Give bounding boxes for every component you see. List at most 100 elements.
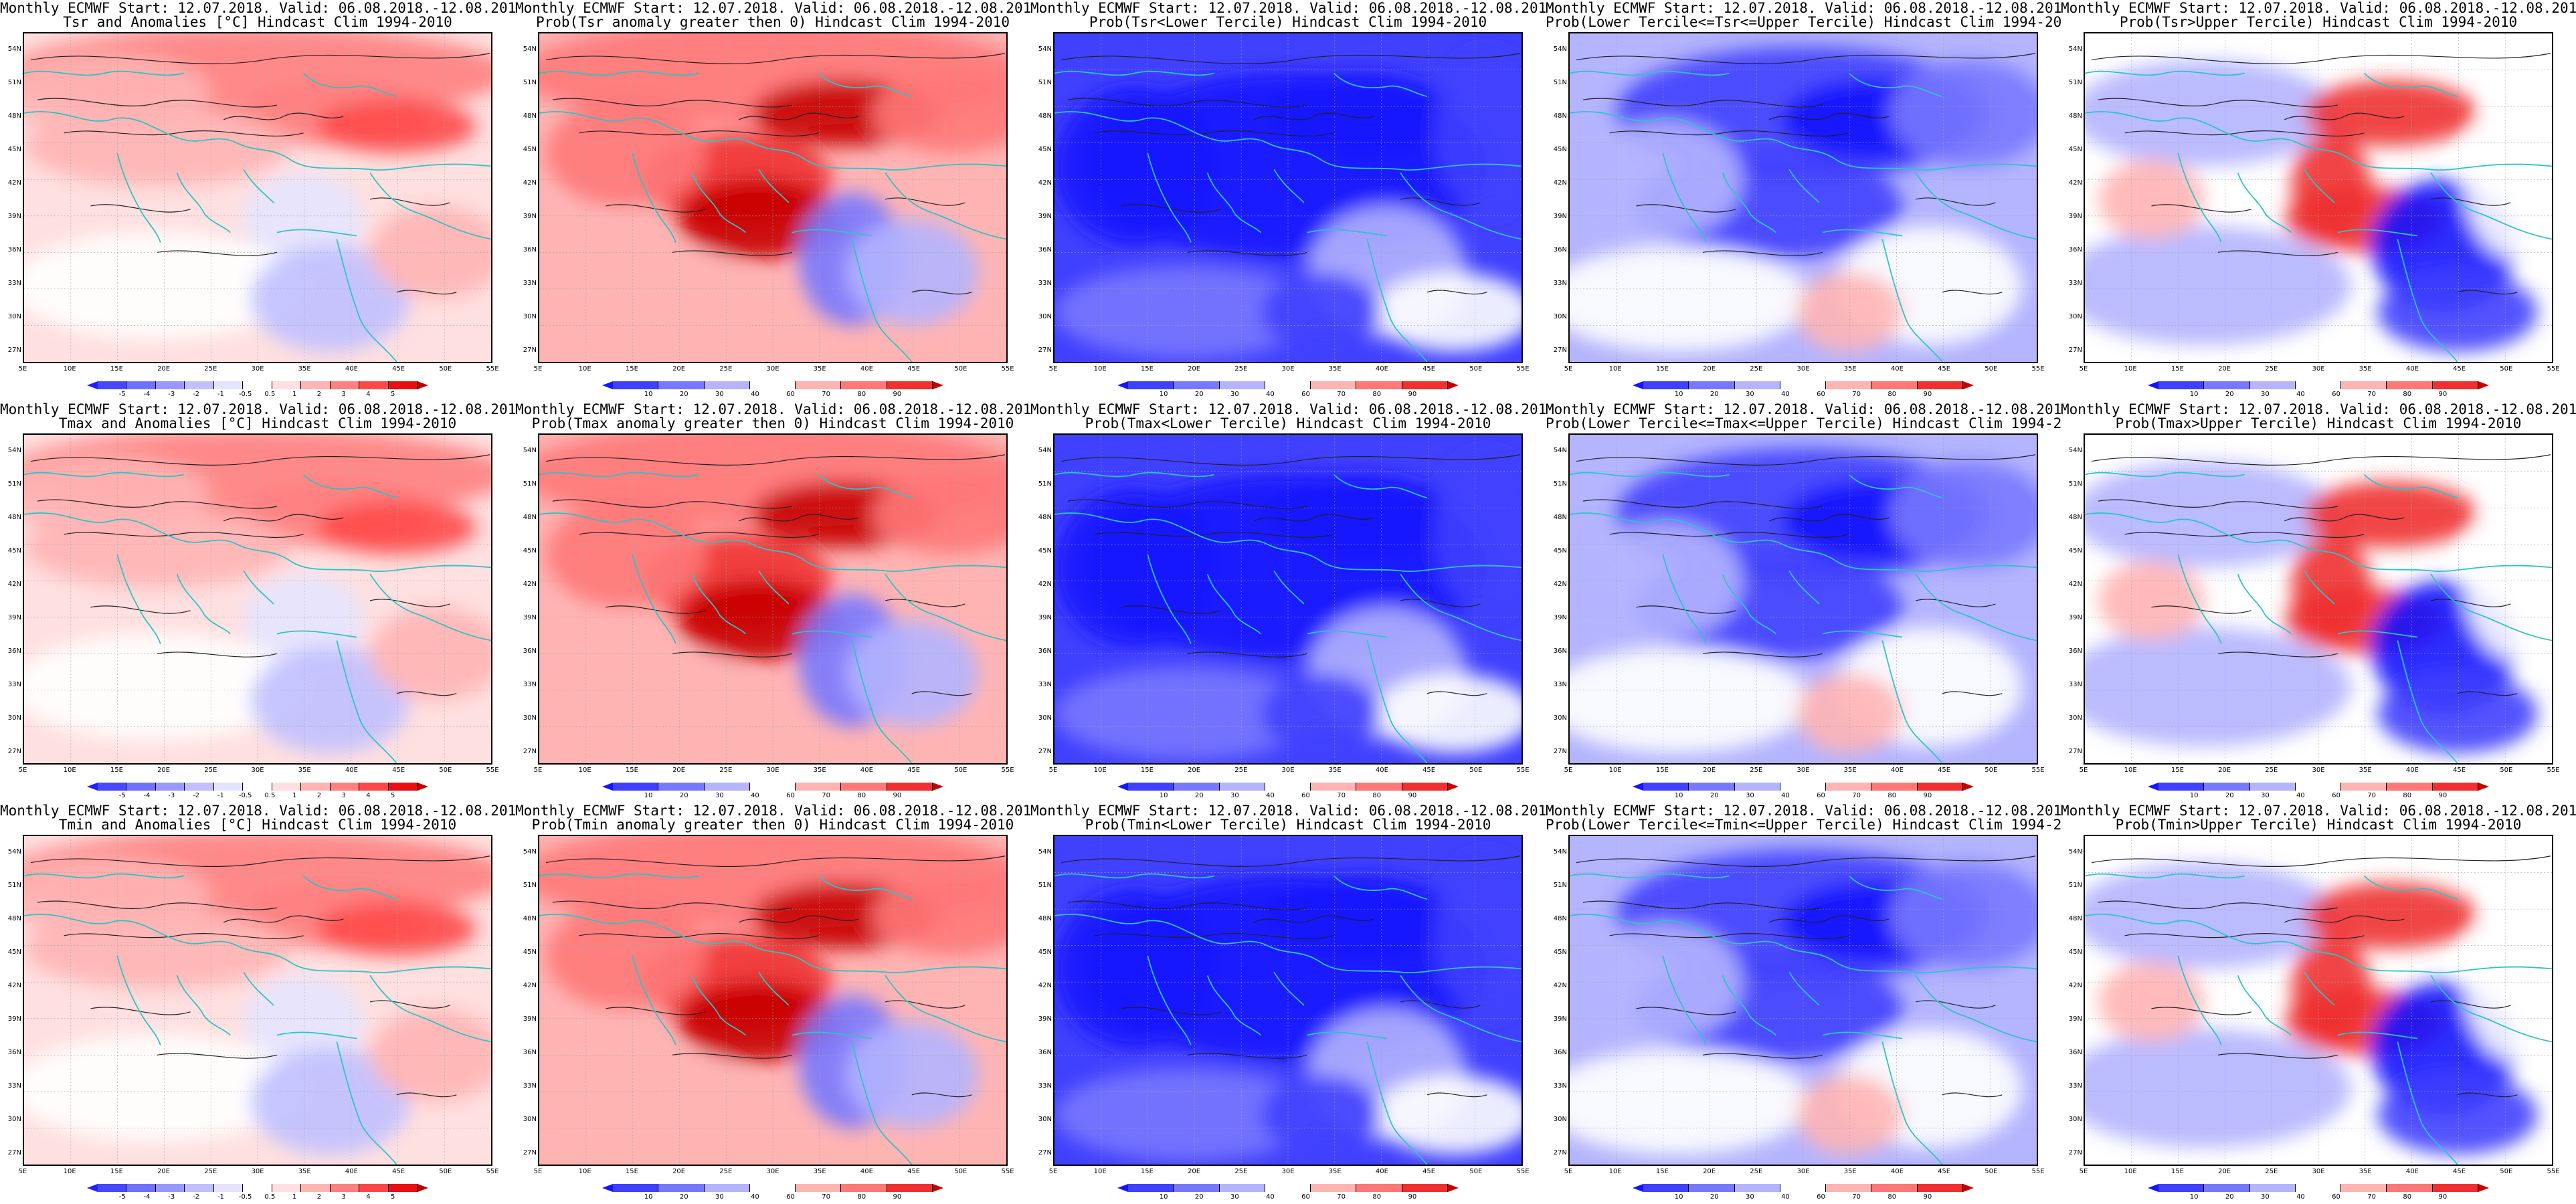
temperature-contour [2151,204,2251,213]
colorbar-high-arrow [1447,381,1459,389]
longitude-label: 55E [2031,365,2045,373]
coastline [2304,971,2335,1006]
coastline [1147,554,1192,644]
colorbar-segment [1643,381,1689,389]
colorbar-segment [330,783,360,791]
coastline [369,573,491,641]
temperature-contour [30,454,490,466]
longitude-label: 50E [2500,365,2513,373]
colorbar-tick-label: 70 [1852,792,1861,799]
longitude-label: 30E [766,767,779,774]
colorbar-tick-label: 80 [1372,1193,1382,1201]
colorbar-tick-label: 40 [1266,792,1275,799]
colorbar-segment [1219,783,1265,791]
longitude-label: 30E [251,1168,264,1175]
latitude-label: 54N [7,848,21,856]
temperature-contour [1061,53,1521,64]
temperature-contour [1942,1092,2003,1098]
latitude-label: 39N [7,614,21,621]
longitude-label: 20E [2218,365,2231,373]
temperature-contour [1067,98,1307,108]
temperature-contour [1609,130,1849,136]
longitude-label: 15E [2171,365,2184,373]
colorbar-segment [155,1184,185,1192]
shaded-region [2377,1075,2538,1155]
longitude-label: 35E [813,365,826,373]
latitude-label: 45N [1038,948,1052,956]
latitude-label: 30N [2068,1116,2082,1123]
colorbar-segment [1734,381,1780,389]
colorbar-segment [2341,1184,2387,1192]
colorbar-tick-label: 20 [679,391,688,398]
longitude-label: 5E [1564,365,1573,373]
longitude-label: 35E [2359,365,2372,373]
longitude-label: 20E [1188,365,1201,373]
colorbar-segment [1128,381,1174,389]
latitude-label: 51N [1038,882,1052,889]
longitude-label: 10E [2124,767,2137,774]
longitude-label: 10E [578,365,591,373]
longitude-label: 50E [439,365,452,373]
longitude-label: 40E [345,365,358,373]
longitude-label: 35E [298,767,311,774]
temperature-contour [1427,290,1487,295]
temperature-contour [1915,197,1996,206]
colorbar-labels: 10 20 30 40 60 70 80 90 [613,1193,933,1203]
longitude-label: 15E [625,1168,638,1175]
colorbar-tick-label: 10 [1159,1193,1168,1201]
longitude-label: 5E [18,365,27,373]
latitude-label: 30N [1038,313,1052,320]
colorbar-segment [2432,783,2478,791]
temperature-contour [1121,1007,1221,1015]
colorbar-labels: -5 -4 -3 -2 -1 -0.5 0.5 1 2 3 4 5 [98,1193,418,1203]
longitude-label: 45E [392,365,405,373]
coastline [1366,239,1428,362]
longitude-label: 40E [1890,767,1904,774]
latitude-label: 33N [1038,1082,1052,1090]
colorbar-high-arrow [1447,783,1459,791]
panel-title-line2: Prob(Tmin anomaly greater then 0) Hindca… [531,817,1014,833]
colorbar-labels: 10 20 30 40 60 70 80 90 [1643,1193,1963,1203]
temperature-contour [606,1007,706,1015]
panel-title-line2: Prob(Lower Tercile<=Tsr<=Upper Tercile) … [1546,14,2061,30]
colorbar-segment [1311,1184,1357,1192]
map-field [539,33,1006,362]
longitude-label: 15E [2171,1168,2184,1175]
longitude-label: 45E [392,767,405,774]
colorbar-segment [658,1184,705,1192]
colorbar-segment [1174,1184,1220,1192]
panel-title-line1: Monthly ECMWF Start: 12.07.2018. Valid: … [0,401,515,417]
longitude-label: 20E [1703,767,1716,774]
temperature-contour [1067,900,1307,910]
coastline [539,70,699,76]
shaded-region [539,245,759,353]
colorbar-tick-label: 30 [1745,1193,1754,1201]
latitude-label: 30N [7,1116,21,1123]
shaded-region [845,1021,979,1128]
longitude-label: 35E [1328,1168,1342,1175]
latitude-label: 30N [1038,1116,1052,1123]
longitude-label: 35E [1843,365,1857,373]
map-field [539,836,1006,1165]
latitude-label: 36N [523,647,537,655]
latitude-label: 39N [1553,614,1567,621]
latitude-label: 42N [523,179,537,187]
temperature-contour [885,599,965,607]
coastline [2085,472,2245,478]
colorbar-tick-label: -4 [143,391,151,398]
coastline [885,172,1006,240]
panel-title-line1: Monthly ECMWF Start: 12.07.2018. Valid: … [2061,0,2576,16]
colorbar-labels: 10 20 30 40 60 70 80 90 [1643,792,1963,801]
coastline [539,472,699,478]
colorbar-segment [2432,1184,2478,1192]
map-field [24,836,491,1165]
colorbar-tick-label: 80 [1372,391,1382,398]
colorbar-tick-label: 70 [1337,792,1346,799]
coastline [632,955,676,1045]
colorbar-segment [98,1184,127,1192]
latitude-label: 33N [1553,1082,1567,1090]
colorbar-segment [796,1184,842,1192]
temperature-contour [579,130,819,136]
shaded-region [2304,80,2478,146]
colorbar-segment [155,381,185,389]
